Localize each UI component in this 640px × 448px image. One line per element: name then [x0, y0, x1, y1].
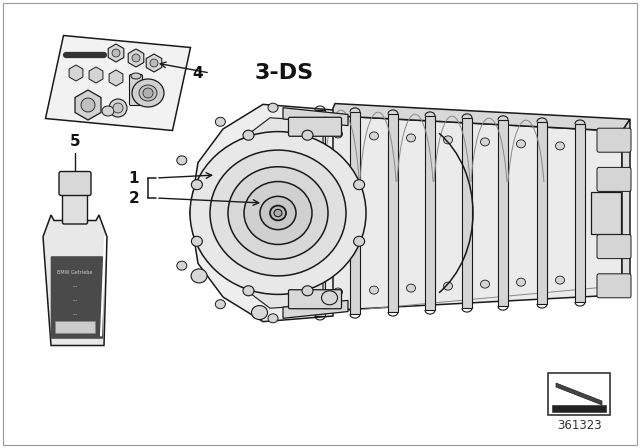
Ellipse shape: [268, 103, 278, 112]
Ellipse shape: [243, 286, 254, 296]
Ellipse shape: [302, 130, 313, 140]
FancyBboxPatch shape: [597, 128, 631, 152]
Circle shape: [112, 49, 120, 57]
FancyBboxPatch shape: [289, 290, 342, 309]
Polygon shape: [425, 116, 435, 310]
Circle shape: [143, 88, 153, 98]
Circle shape: [113, 103, 123, 113]
Polygon shape: [190, 104, 333, 322]
FancyBboxPatch shape: [597, 168, 631, 191]
FancyBboxPatch shape: [129, 74, 143, 105]
Ellipse shape: [102, 106, 114, 116]
Ellipse shape: [333, 288, 342, 296]
Ellipse shape: [139, 85, 157, 101]
Text: 4: 4: [193, 65, 204, 81]
Ellipse shape: [210, 150, 346, 276]
Ellipse shape: [481, 138, 490, 146]
Polygon shape: [622, 119, 630, 295]
Ellipse shape: [354, 236, 365, 246]
Ellipse shape: [516, 278, 525, 286]
Ellipse shape: [270, 206, 286, 220]
Ellipse shape: [556, 142, 564, 150]
Ellipse shape: [444, 136, 452, 144]
Polygon shape: [283, 300, 348, 318]
Circle shape: [109, 99, 127, 117]
Polygon shape: [315, 110, 325, 316]
Text: 2: 2: [129, 190, 140, 206]
Polygon shape: [498, 120, 508, 306]
Ellipse shape: [252, 306, 268, 319]
Polygon shape: [43, 215, 107, 345]
Polygon shape: [575, 124, 585, 302]
FancyBboxPatch shape: [63, 191, 88, 224]
Ellipse shape: [268, 314, 278, 323]
Ellipse shape: [354, 180, 365, 190]
Ellipse shape: [556, 276, 564, 284]
Polygon shape: [537, 122, 547, 304]
FancyBboxPatch shape: [59, 172, 91, 195]
FancyBboxPatch shape: [597, 235, 631, 258]
Ellipse shape: [131, 73, 141, 79]
Text: ---: ---: [72, 312, 77, 317]
Polygon shape: [388, 114, 398, 312]
Text: 1: 1: [129, 171, 140, 185]
Ellipse shape: [274, 209, 282, 217]
Ellipse shape: [228, 167, 328, 259]
Ellipse shape: [321, 300, 331, 309]
Ellipse shape: [481, 280, 490, 288]
Text: 5: 5: [70, 134, 80, 148]
Ellipse shape: [244, 181, 312, 245]
Polygon shape: [556, 383, 602, 405]
Ellipse shape: [406, 134, 415, 142]
Text: 3-DS: 3-DS: [255, 63, 314, 83]
Text: 361323: 361323: [557, 419, 602, 432]
Ellipse shape: [215, 300, 225, 309]
Circle shape: [132, 54, 140, 62]
Bar: [55, 320, 95, 332]
FancyBboxPatch shape: [597, 274, 631, 298]
Polygon shape: [330, 103, 630, 131]
Polygon shape: [283, 108, 348, 125]
FancyBboxPatch shape: [51, 257, 103, 339]
Ellipse shape: [215, 117, 225, 126]
Ellipse shape: [177, 156, 187, 165]
Ellipse shape: [243, 130, 254, 140]
Bar: [548, 373, 610, 415]
Text: BMW Getriebe: BMW Getriebe: [58, 270, 93, 275]
Ellipse shape: [177, 261, 187, 270]
Ellipse shape: [132, 79, 164, 107]
FancyBboxPatch shape: [591, 192, 621, 234]
Bar: [552, 405, 606, 412]
Text: ---: ---: [72, 298, 77, 303]
Text: ---: ---: [72, 284, 77, 289]
Ellipse shape: [406, 284, 415, 292]
Polygon shape: [208, 118, 323, 308]
Polygon shape: [350, 112, 360, 314]
FancyBboxPatch shape: [289, 117, 342, 136]
Ellipse shape: [302, 286, 313, 296]
Ellipse shape: [260, 196, 296, 230]
Polygon shape: [330, 116, 622, 310]
Ellipse shape: [191, 236, 202, 246]
Ellipse shape: [369, 132, 378, 140]
Polygon shape: [462, 118, 472, 308]
Polygon shape: [45, 35, 191, 130]
Circle shape: [150, 59, 158, 67]
Ellipse shape: [321, 291, 337, 305]
Ellipse shape: [444, 282, 452, 290]
Ellipse shape: [191, 180, 202, 190]
Ellipse shape: [516, 140, 525, 148]
Ellipse shape: [191, 269, 207, 283]
Circle shape: [81, 98, 95, 112]
Ellipse shape: [333, 130, 342, 138]
Ellipse shape: [321, 117, 331, 126]
Ellipse shape: [190, 132, 366, 294]
Ellipse shape: [369, 286, 378, 294]
